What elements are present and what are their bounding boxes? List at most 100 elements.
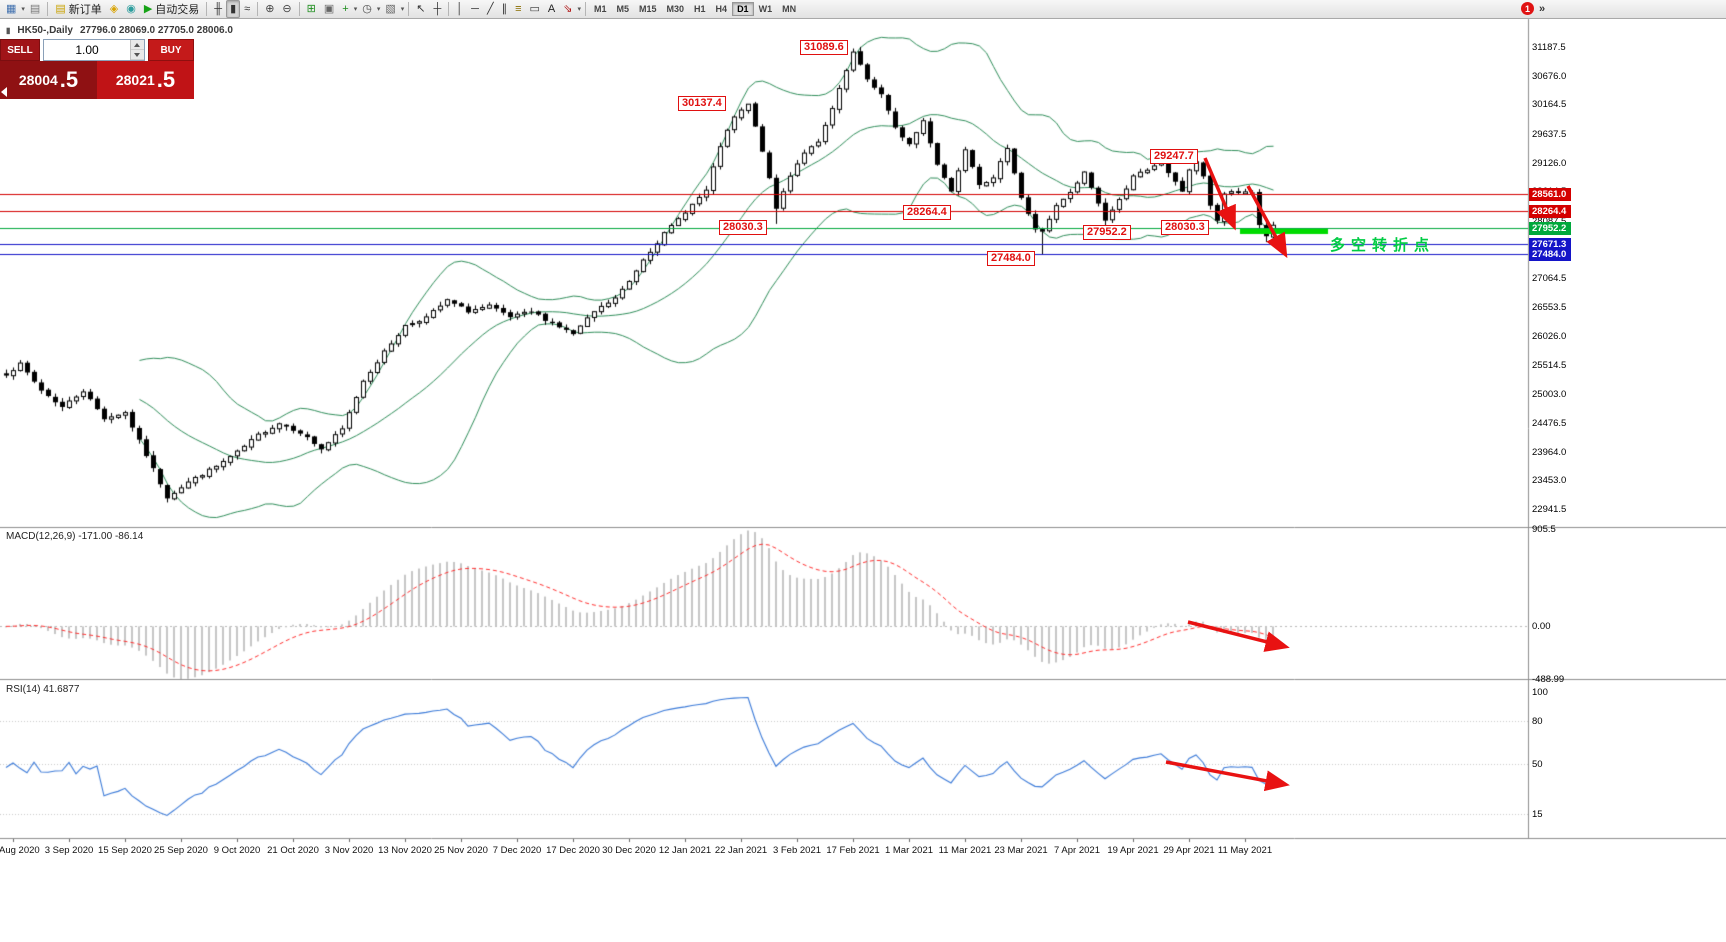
candlestick-chart-type-icon[interactable]: ▮ — [226, 0, 241, 18]
zoom-out-icon[interactable]: ⊖ — [282, 2, 292, 15]
price-callout[interactable]: 31089.6 — [800, 40, 848, 55]
panel-collapse-arrow-icon[interactable] — [1, 87, 7, 97]
timeframe-button-M30[interactable]: M30 — [666, 4, 685, 14]
time-axis-label: 23 Mar 2021 — [994, 845, 1048, 856]
price-axis-label: 30164.5 — [1532, 99, 1567, 111]
one-click-trading-panel: SELL BUY 28004 .5 28021 .5 — [0, 39, 194, 99]
turning-point-note: 多空转折点 — [1330, 237, 1436, 254]
toolbar-separator — [448, 2, 450, 16]
price-callout[interactable]: 28264.4 — [903, 205, 951, 220]
chart-caption: ▮ HK50-,Daily 27796.0 28069.0 27705.0 28… — [6, 25, 233, 36]
time-axis-label: 3 Sep 2020 — [44, 845, 94, 856]
timeframe-button-H1[interactable]: H1 — [694, 4, 706, 14]
price-axis-label: 29637.5 — [1532, 128, 1567, 140]
sell-price-main: 28004 — [18, 72, 58, 88]
profiles-icon[interactable]: ▤ — [29, 2, 41, 15]
symbol-period-label: HK50-,Daily — [17, 25, 73, 36]
line-chart-type-icon[interactable]: ≈ — [244, 2, 251, 15]
volume-control — [43, 39, 145, 61]
toolbar-separator — [206, 2, 208, 16]
volume-spinner — [130, 40, 144, 60]
toolbar-separator — [408, 2, 410, 16]
price-axis-label: 23453.0 — [1532, 475, 1567, 487]
price-callout[interactable]: 28030.3 — [1161, 220, 1209, 235]
timeframe-button-M1[interactable]: M1 — [593, 4, 607, 14]
auto-trading-button-label: 自动交易 — [155, 4, 200, 16]
sell-button[interactable]: SELL — [0, 39, 40, 61]
fibonacci-icon[interactable]: ≡ — [515, 2, 522, 15]
dropdown-caret-icon[interactable]: ▾ — [376, 6, 381, 13]
timeframe-button-M15[interactable]: M15 — [639, 4, 657, 14]
time-axis-label: 29 Apr 2021 — [1163, 845, 1215, 856]
price-level-tag: 27671.3 — [1529, 238, 1571, 251]
price-callout[interactable]: 27484.0 — [987, 251, 1035, 266]
new-order-button[interactable]: ▤ 新订单 — [55, 2, 102, 16]
buy-button[interactable]: BUY — [148, 39, 194, 61]
price-axis-label: 26553.5 — [1532, 301, 1567, 313]
price-axis-label: 30676.0 — [1532, 70, 1567, 82]
indicators-icon[interactable]: + — [342, 2, 349, 15]
chart-window-icon[interactable]: ▦ — [6, 2, 17, 15]
periods-icon[interactable]: ◷ — [362, 2, 372, 15]
time-axis-label: 3 Feb 2021 — [772, 845, 822, 856]
arrows-tool-icon[interactable]: ⇘ — [563, 2, 573, 15]
timeframe-button-W1[interactable]: W1 — [758, 4, 773, 14]
navigator-icon[interactable]: ◉ — [126, 2, 136, 15]
auto-trading-button[interactable]: ▶ 自动交易 — [143, 2, 200, 16]
templates-icon[interactable]: ▧ — [385, 2, 396, 15]
sell-price[interactable]: 28004 .5 — [0, 61, 97, 99]
trendline-icon[interactable]: ╱ — [486, 2, 494, 15]
cascade-windows-icon[interactable]: ▣ — [323, 2, 335, 15]
notification-badge[interactable]: 1 — [1521, 2, 1534, 15]
dropdown-caret-icon[interactable]: ▾ — [21, 6, 25, 13]
buy-price[interactable]: 28021 .5 — [97, 61, 194, 99]
toolbar-items: ▦ ▾ ▤ ▤ 新订单 ◈ ◉ ▶ 自动交易 ╫ ▮ ≈ ⊕ ⊖ ⊞ ▣ + ▾ ◷ ▾ ▧ ▾ ↖ ┼ │ ─ ╱ ∥ ≡ ▭ A ⇘ ▾ M1… — [0, 0, 1726, 18]
text-icon[interactable]: A — [547, 2, 556, 15]
toolbar-separator — [298, 2, 300, 16]
tile-windows-icon[interactable]: ⊞ — [306, 2, 316, 15]
vertical-line-icon[interactable]: │ — [456, 2, 464, 15]
horizontal-line-icon[interactable]: ─ — [471, 2, 479, 15]
volume-decrease-button[interactable] — [131, 50, 144, 60]
price-callout[interactable]: 29247.7 — [1150, 149, 1198, 164]
timeframe-button-D1[interactable]: D1 — [732, 2, 754, 16]
time-axis-label: 25 Nov 2020 — [434, 845, 488, 856]
price-axis-label: 31187.5 — [1532, 42, 1566, 53]
price-callout[interactable]: 28030.3 — [719, 220, 767, 235]
price-axis-label: 28087.5 — [1532, 215, 1567, 227]
timeframe-button-M5[interactable]: M5 — [616, 4, 629, 14]
macd-indicator-label: MACD(12,26,9) -171.00 -86.14 — [6, 531, 144, 542]
rsi-axis-label: 15 — [1532, 809, 1543, 821]
price-axis-label: 22941.5 — [1532, 504, 1567, 515]
channel-icon[interactable]: ∥ — [501, 2, 508, 15]
bar-chart-type-icon[interactable]: ╫ — [214, 2, 223, 15]
shapes-icon[interactable]: ▭ — [529, 2, 540, 15]
rsi-axis-label: 80 — [1532, 715, 1543, 727]
depth-of-market-icon[interactable]: ◈ — [109, 2, 119, 15]
crosshair-icon[interactable]: ┼ — [433, 2, 442, 15]
volume-input[interactable] — [44, 40, 130, 60]
main-toolbar: ▦ ▾ ▤ ▤ 新订单 ◈ ◉ ▶ 自动交易 ╫ ▮ ≈ ⊕ ⊖ ⊞ ▣ + ▾ ◷ ▾ ▧ ▾ ↖ ┼ │ ─ ╱ ∥ ≡ ▭ A ⇘ ▾ M1… — [0, 0, 1726, 19]
timeframe-button-H4[interactable]: H4 — [715, 4, 728, 14]
price-axis-label: 27064.5 — [1532, 273, 1567, 284]
toolbar-overflow-icon[interactable]: » — [1539, 2, 1546, 15]
price-axis-label: 23964.0 — [1532, 446, 1567, 458]
cursor-icon[interactable]: ↖ — [416, 2, 426, 15]
buy-price-pip: .5 — [156, 67, 176, 92]
macd-axis-label: 905.5 — [1532, 524, 1556, 535]
volume-increase-button[interactable] — [131, 40, 144, 50]
price-callout[interactable]: 30137.4 — [678, 96, 726, 111]
time-axis-label: 30 Dec 2020 — [602, 845, 656, 856]
zoom-in-icon[interactable]: ⊕ — [265, 2, 275, 15]
timeframe-button-MN[interactable]: MN — [782, 4, 797, 14]
price-callout[interactable]: 27952.2 — [1083, 225, 1131, 240]
dropdown-caret-icon[interactable]: ▾ — [400, 6, 405, 13]
dropdown-caret-icon[interactable]: ▾ — [577, 6, 581, 13]
time-axis-label: 21 Oct 2020 — [267, 845, 319, 856]
ohlc-values: 27796.0 28069.0 27705.0 28006.0 — [79, 25, 233, 36]
price-level-tag: 28264.4 — [1529, 204, 1571, 218]
dropdown-caret-icon[interactable]: ▾ — [353, 6, 358, 13]
buy-price-main: 28021 — [115, 72, 155, 88]
